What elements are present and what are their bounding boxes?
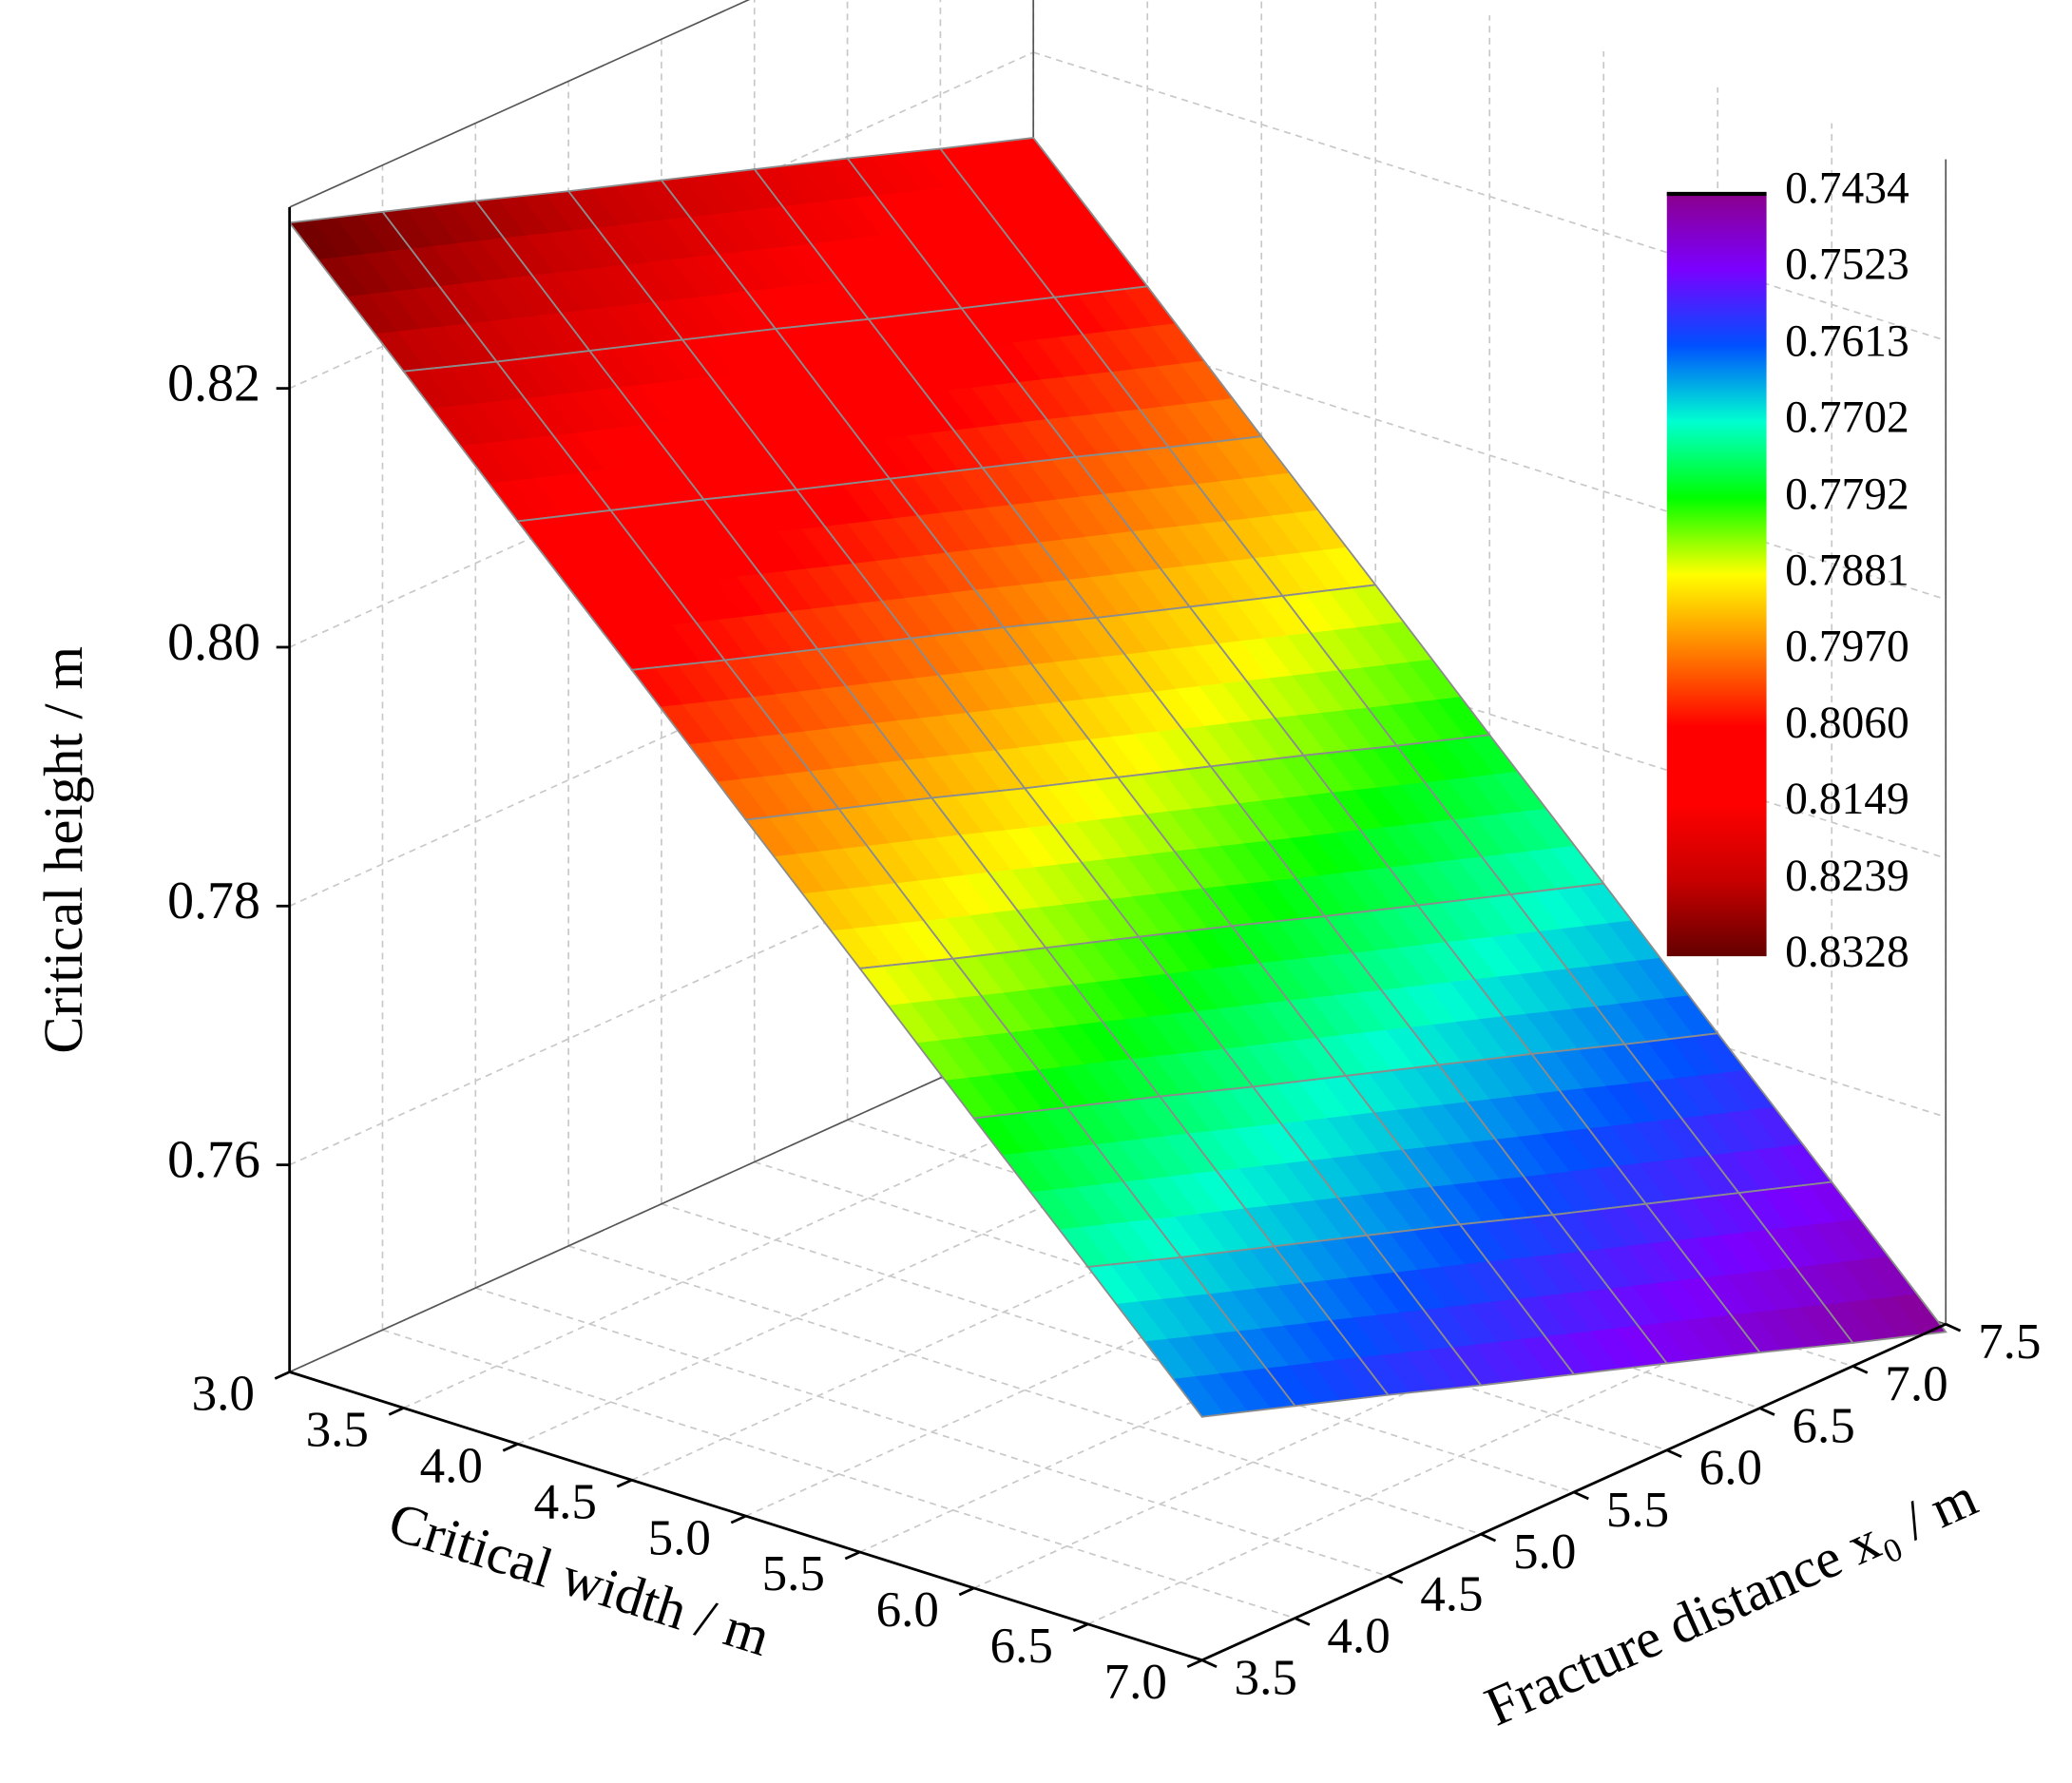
x-tick — [844, 1550, 861, 1561]
colorbar-tick-label: 0.8149 — [1785, 775, 1909, 824]
x-tick — [274, 1371, 291, 1380]
y-tick — [1945, 1322, 1962, 1332]
box-edge — [289, 0, 751, 208]
y-tick-label: 6.5 — [1792, 1399, 1854, 1454]
colorbar-tick-label: 0.7523 — [1785, 240, 1909, 290]
y-tick-label: 6.0 — [1699, 1441, 1762, 1496]
y-tick-label: 5.0 — [1513, 1524, 1576, 1580]
z-axis-title: Critical height / m — [32, 646, 94, 1054]
y-tick — [1851, 1365, 1869, 1374]
surface-cell — [1085, 1256, 1297, 1418]
colorbar-tick-label: 0.7434 — [1785, 164, 1909, 214]
y-tick-label: 7.0 — [1885, 1356, 1947, 1411]
y-tick — [1666, 1448, 1682, 1459]
z-tick-label: 0.76 — [167, 1130, 260, 1189]
x-tick-label: 4.0 — [420, 1438, 483, 1493]
x-tick-label: 3.0 — [192, 1367, 255, 1422]
y-tick — [1480, 1532, 1497, 1543]
axes: 0.76 0.78 0.80 0.82 3.0 3.5 4.0 4.5 5.0 5.5 6.0 6.5… — [167, 164, 2041, 1710]
x-tick — [1072, 1622, 1089, 1633]
colorbar-tick-label: 0.7613 — [1785, 316, 1909, 366]
y-tick-label: 5.5 — [1606, 1483, 1669, 1538]
x-tick-label: 5.0 — [648, 1510, 711, 1565]
z-tick-label: 0.80 — [167, 613, 260, 672]
y-axis-title: Fracture distance x₀ / m — [1476, 1466, 1986, 1737]
y-tick — [1201, 1658, 1218, 1669]
grid-line — [289, 568, 1034, 908]
y-tick — [1573, 1490, 1589, 1501]
grid-line — [567, 1245, 1482, 1535]
x-tick — [616, 1478, 633, 1488]
x-tick — [958, 1586, 975, 1597]
x-tick-label: 4.5 — [534, 1474, 597, 1529]
z-tick-label: 0.78 — [167, 872, 260, 930]
colorbar-tick-label: 0.8239 — [1785, 852, 1909, 901]
x-tick — [1186, 1658, 1203, 1669]
colorbar — [1666, 192, 1767, 957]
x-tick — [388, 1407, 405, 1416]
y-tick — [1387, 1575, 1404, 1584]
y-tick-label: 4.5 — [1420, 1566, 1483, 1621]
surface — [287, 136, 1947, 1418]
colorbar-tick-label: 0.8328 — [1785, 928, 1909, 977]
box-edge — [289, 1035, 1034, 1373]
grid-line — [475, 1287, 1389, 1578]
x-tick-label: 6.0 — [876, 1582, 939, 1638]
x-tick-label: 5.5 — [762, 1546, 825, 1601]
x-tick — [502, 1443, 519, 1452]
y-tick-label: 3.5 — [1235, 1651, 1297, 1706]
colorbar-tick-label: 0.7970 — [1785, 622, 1909, 671]
grid-line — [382, 1329, 1295, 1620]
y-tick — [1759, 1407, 1775, 1416]
x-tick-label: 3.5 — [306, 1403, 369, 1458]
x-tick-label: 7.0 — [1104, 1655, 1167, 1710]
grid-line — [661, 1202, 1575, 1493]
x-tick — [730, 1514, 747, 1524]
colorbar-tick-label: 0.7702 — [1785, 393, 1909, 442]
x-tick-label: 6.5 — [990, 1619, 1053, 1674]
colorbar-tick-label: 0.8060 — [1785, 699, 1909, 748]
z-tick-label: 0.82 — [167, 354, 260, 412]
y-tick-label: 4.0 — [1327, 1608, 1390, 1663]
colorbar-tick-label: 0.7881 — [1785, 546, 1909, 595]
colorbar-tick-label: 0.7792 — [1785, 470, 1909, 519]
y-tick — [1294, 1617, 1311, 1626]
y-tick-label: 7.5 — [1978, 1314, 2041, 1370]
